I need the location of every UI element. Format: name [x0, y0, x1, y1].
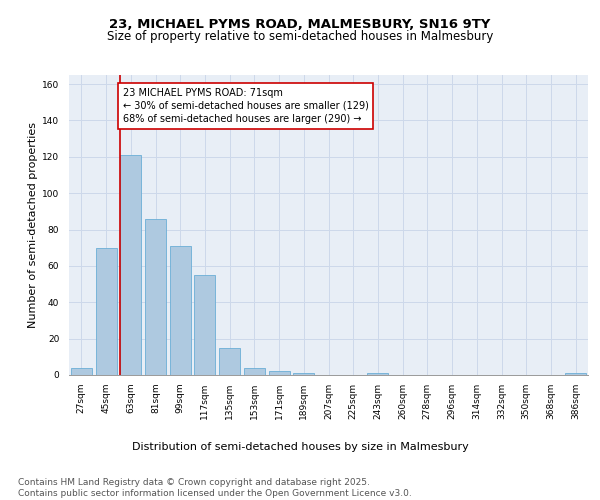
- Y-axis label: Number of semi-detached properties: Number of semi-detached properties: [28, 122, 38, 328]
- Text: 23 MICHAEL PYMS ROAD: 71sqm
← 30% of semi-detached houses are smaller (129)
68% : 23 MICHAEL PYMS ROAD: 71sqm ← 30% of sem…: [123, 88, 368, 124]
- Bar: [194, 275, 215, 375]
- Bar: [120, 155, 141, 375]
- Bar: [219, 348, 240, 375]
- Bar: [95, 248, 116, 375]
- Bar: [269, 372, 290, 375]
- Bar: [565, 373, 586, 375]
- Text: Distribution of semi-detached houses by size in Malmesbury: Distribution of semi-detached houses by …: [131, 442, 469, 452]
- Text: 23, MICHAEL PYMS ROAD, MALMESBURY, SN16 9TY: 23, MICHAEL PYMS ROAD, MALMESBURY, SN16 …: [109, 18, 491, 30]
- Bar: [244, 368, 265, 375]
- Bar: [71, 368, 92, 375]
- Text: Size of property relative to semi-detached houses in Malmesbury: Size of property relative to semi-detach…: [107, 30, 493, 43]
- Text: Contains HM Land Registry data © Crown copyright and database right 2025.
Contai: Contains HM Land Registry data © Crown c…: [18, 478, 412, 498]
- Bar: [145, 218, 166, 375]
- Bar: [293, 373, 314, 375]
- Bar: [170, 246, 191, 375]
- Bar: [367, 373, 388, 375]
